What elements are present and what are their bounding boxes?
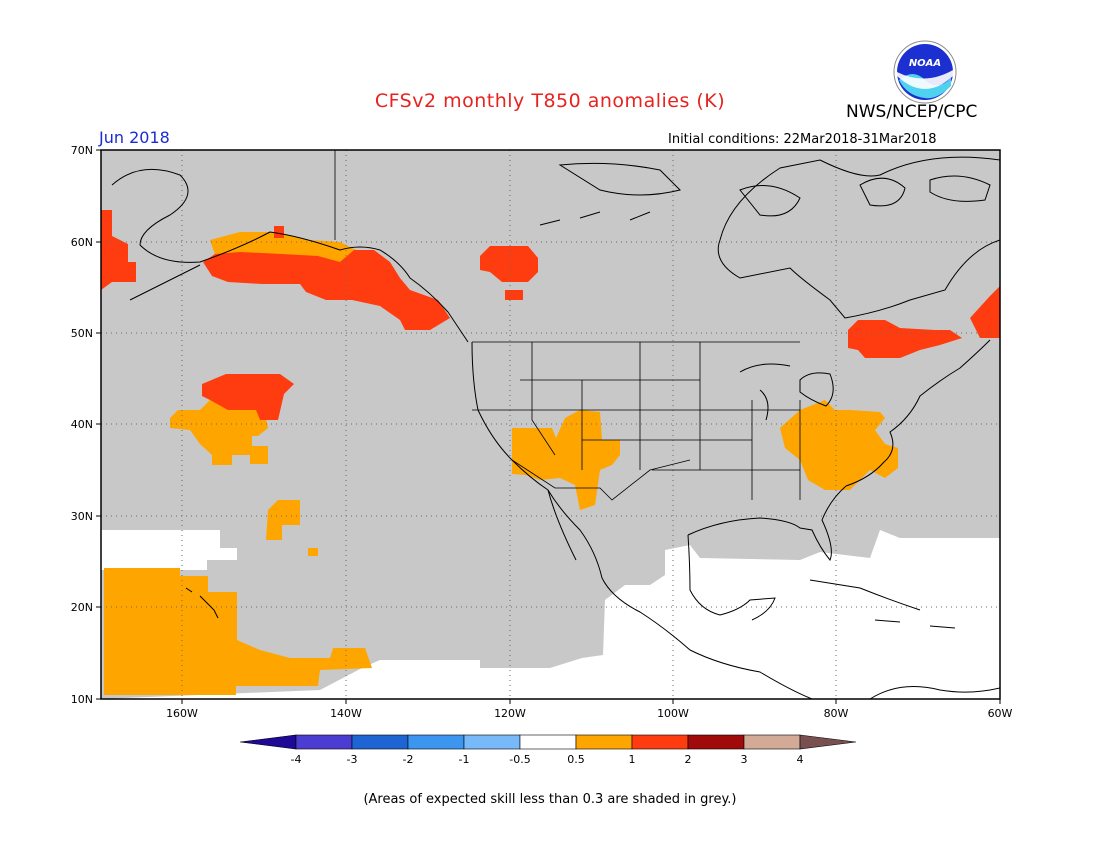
lon-label: 120W bbox=[494, 707, 526, 720]
colorbar-segment bbox=[407, 734, 465, 750]
lat-label: 30N bbox=[71, 510, 93, 523]
agency-label: NWS/NCEP/CPC bbox=[846, 102, 978, 122]
colorbar-labels: -4 -3 -2 -1 -0.5 0.5 1 2 3 4 bbox=[291, 753, 804, 766]
colorbar-tick-label: -2 bbox=[403, 753, 414, 766]
map-title: CFSv2 monthly T850 anomalies (K) bbox=[374, 90, 726, 112]
lon-label: 100W bbox=[657, 707, 689, 720]
lon-label: 160W bbox=[166, 707, 198, 720]
lat-label: 50N bbox=[71, 327, 93, 340]
colorbar-segment bbox=[575, 734, 633, 750]
lat-label: 70N bbox=[71, 144, 93, 157]
forecast-month: Jun 2018 bbox=[99, 128, 170, 147]
lon-label: 140W bbox=[330, 707, 362, 720]
lon-label: 80W bbox=[824, 707, 849, 720]
colorbar-segment bbox=[239, 734, 297, 750]
state-borders bbox=[334, 150, 801, 501]
colorbar-segment bbox=[799, 734, 857, 750]
coastlines bbox=[111, 156, 1000, 699]
colorbar-tick-label: 2 bbox=[685, 753, 692, 766]
colorbar-tick-label: -3 bbox=[347, 753, 358, 766]
axis-ticks bbox=[96, 149, 1001, 704]
colorbar-tick-label: 0.5 bbox=[567, 753, 585, 766]
initial-conditions: Initial conditions: 22Mar2018-31Mar2018 bbox=[668, 132, 937, 147]
colorbar-segment bbox=[295, 734, 353, 750]
colorbar-tick-label: -1 bbox=[459, 753, 470, 766]
svg-text:NOAA: NOAA bbox=[909, 58, 941, 69]
footnote: (Areas of expected skill less than 0.3 a… bbox=[363, 792, 737, 807]
colorbar-segment bbox=[519, 734, 577, 750]
colorbar-segment bbox=[463, 734, 521, 750]
colorbar-tick-label: 3 bbox=[741, 753, 748, 766]
anomaly-0-5-to-1-regions bbox=[104, 232, 898, 695]
anomaly-1-to-2-regions bbox=[101, 210, 1000, 420]
colorbar-segment bbox=[351, 734, 409, 750]
colorbar-tick-label: 1 bbox=[629, 753, 636, 766]
neutral-regions bbox=[101, 530, 1000, 699]
lat-label: 40N bbox=[71, 418, 93, 431]
noaa-logo: NOAA bbox=[893, 40, 957, 104]
lon-label: 60W bbox=[988, 707, 1013, 720]
colorbar-tick-label: 4 bbox=[797, 753, 804, 766]
colorbar-segment bbox=[743, 734, 801, 750]
lat-label: 20N bbox=[71, 601, 93, 614]
colorbar-tick-label: -4 bbox=[291, 753, 302, 766]
colorbar-segment bbox=[687, 734, 745, 750]
lat-label: 10N bbox=[71, 693, 93, 706]
colorbar bbox=[239, 734, 857, 750]
colorbar-tick-label: -0.5 bbox=[509, 753, 530, 766]
lat-label: 60N bbox=[71, 236, 93, 249]
colorbar-segment bbox=[631, 734, 689, 750]
